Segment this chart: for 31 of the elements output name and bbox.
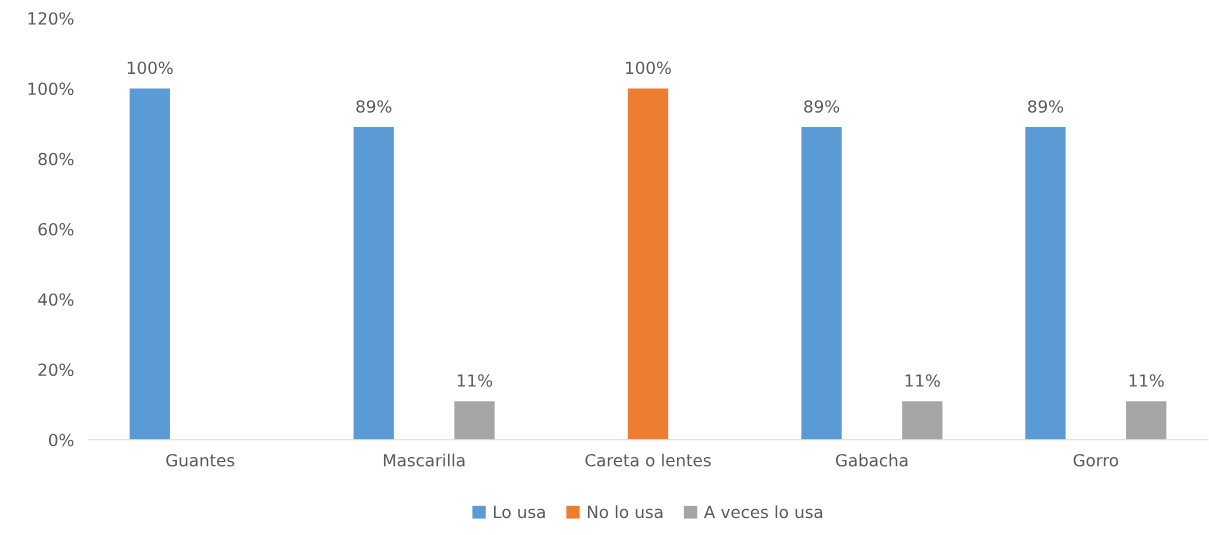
y-tick-label: 120% [28, 12, 74, 25]
legend-label: A veces lo usa [704, 505, 823, 519]
x-tick-label: Mascarilla [383, 453, 465, 467]
y-tick-label: 20% [38, 363, 74, 377]
bar [902, 401, 943, 440]
data-label: 89% [356, 100, 392, 113]
bar [1126, 401, 1167, 440]
bar [801, 127, 842, 440]
bar [129, 88, 170, 440]
data-label: 89% [1028, 100, 1064, 113]
y-tick-label: 0% [49, 433, 74, 447]
x-tick-label: Careta o lentes [585, 453, 711, 467]
y-tick-label: 80% [38, 152, 74, 166]
bar [454, 401, 495, 440]
legend-label: No lo usa [587, 505, 663, 519]
y-tick-label: 100% [28, 82, 74, 96]
x-tick-label: Guantes [166, 453, 235, 467]
data-label: 11% [1129, 374, 1164, 387]
bar [1025, 127, 1066, 440]
data-label: 100% [127, 61, 173, 75]
data-label: 100% [626, 61, 671, 75]
y-tick-label: 40% [38, 293, 74, 306]
bar [353, 127, 394, 440]
bar [627, 88, 669, 440]
legend-label: Lo usa [494, 505, 545, 519]
x-tick-label: Gabacha [835, 453, 908, 467]
data-label: 89% [804, 100, 840, 113]
x-tick-label: Gorro [1073, 453, 1119, 467]
data-label: 11% [457, 374, 493, 387]
y-tick-label: 60% [38, 222, 74, 236]
data-label: 11% [905, 374, 940, 387]
